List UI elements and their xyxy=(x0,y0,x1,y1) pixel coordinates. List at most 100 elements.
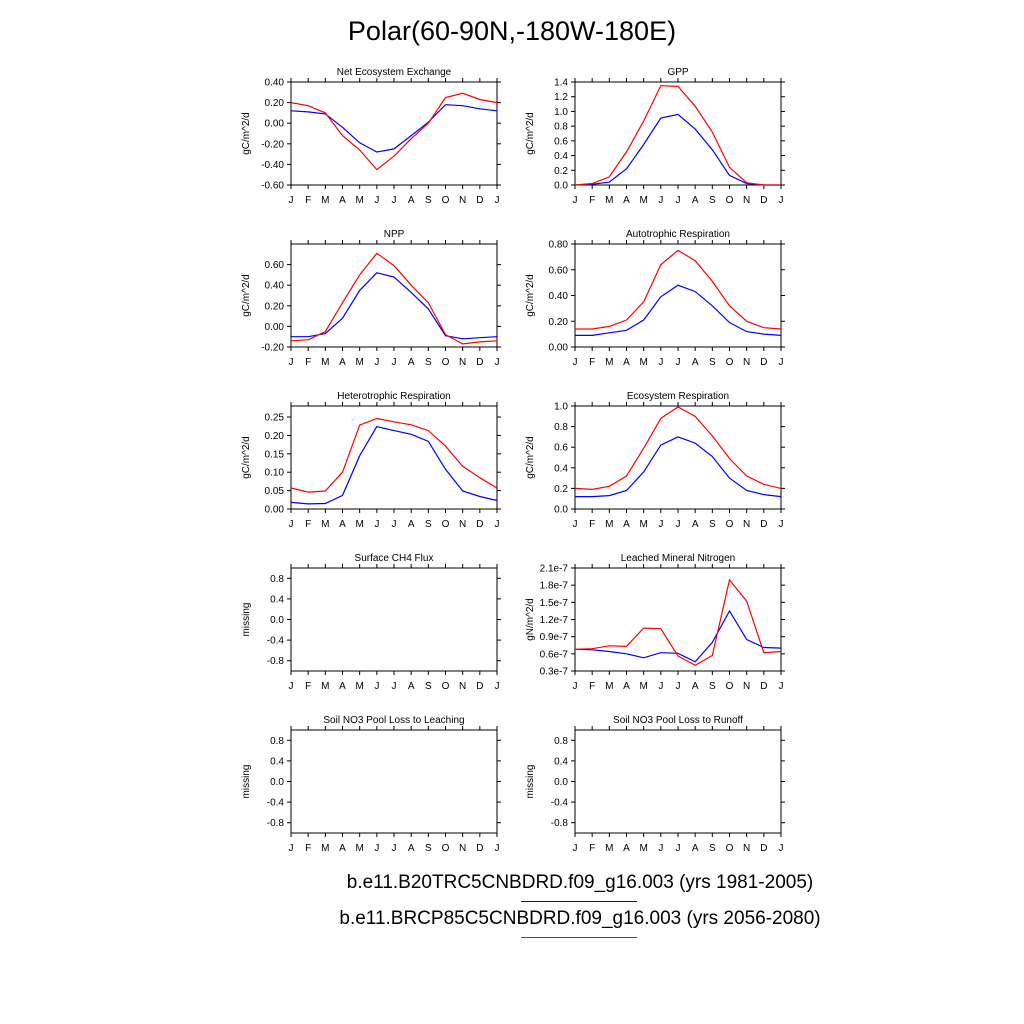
x-tick-label: J xyxy=(573,519,578,530)
plot-frame xyxy=(574,405,782,510)
x-tick-label: A xyxy=(408,357,415,368)
y-tick-label: -0.4 xyxy=(551,798,569,809)
x-tick-label: A xyxy=(692,681,699,692)
panel-title: Soil NO3 Pool Loss to Leaching xyxy=(323,715,464,726)
series-line-2 xyxy=(290,252,498,345)
y-tick-label: 0.2 xyxy=(554,484,568,495)
x-tick-label: D xyxy=(476,357,483,368)
y-tick-label: -0.8 xyxy=(267,818,285,829)
y-tick-label: 0.25 xyxy=(265,413,285,424)
x-tick-label: M xyxy=(639,681,647,692)
x-tick-label: S xyxy=(709,843,716,854)
x-tick-label: A xyxy=(339,843,346,854)
x-tick-label: J xyxy=(289,843,294,854)
y-tick-label: 0.8 xyxy=(554,736,568,747)
y-tick-label: 0.2 xyxy=(554,166,568,177)
x-tick-label: J xyxy=(779,195,784,206)
x-tick-label: J xyxy=(374,843,379,854)
y-tick-label: 0.0 xyxy=(270,615,284,626)
y-tick-label: 0.4 xyxy=(270,594,284,605)
x-tick-label: A xyxy=(408,681,415,692)
x-tick-label: J xyxy=(573,843,578,854)
x-tick-label: M xyxy=(321,681,329,692)
x-tick-label: A xyxy=(623,681,630,692)
y-tick-label: 0.20 xyxy=(265,98,285,109)
x-tick-label: A xyxy=(623,519,630,530)
x-tick-label: O xyxy=(442,519,450,530)
x-tick-label: S xyxy=(425,357,432,368)
chart-panel-8: Leached Mineral Nitrogen 0.3e-7 0.6e-7 0.9e… xyxy=(525,553,785,692)
x-tick-label: J xyxy=(676,519,681,530)
y-tick-label: 0.8 xyxy=(270,574,284,585)
x-tick-label: F xyxy=(305,519,311,530)
y-tick-label: 0.0 xyxy=(270,777,284,788)
panel-title: Leached Mineral Nitrogen xyxy=(621,553,736,564)
y-tick-label: -0.8 xyxy=(267,656,285,667)
x-tick-label: S xyxy=(709,195,716,206)
x-tick-label: N xyxy=(459,681,466,692)
x-tick-label: M xyxy=(605,681,613,692)
chart-panel-3: NPP-0.200.000.200.400.60J F M A M J J A S O N D JgC/… xyxy=(241,229,501,368)
series-line-1 xyxy=(575,436,782,498)
series-line-2 xyxy=(290,92,498,171)
x-tick-label: A xyxy=(339,357,346,368)
x-tick-label: D xyxy=(760,195,767,206)
y-tick-label: 0.8 xyxy=(270,736,284,747)
x-tick-label: O xyxy=(442,681,450,692)
x-tick-label: J xyxy=(779,843,784,854)
figure-title: Polar(60-90N,-180W-180E) xyxy=(347,16,677,46)
x-tick-label: J xyxy=(573,195,578,206)
x-tick-label: J xyxy=(392,681,397,692)
x-tick-label: O xyxy=(726,195,734,206)
y-tick-label: 0.8 xyxy=(554,122,568,133)
x-tick-label: S xyxy=(709,519,716,530)
x-tick-label: O xyxy=(442,843,450,854)
x-tick-label: M xyxy=(321,195,329,206)
y-tick-label: 0.9e-7 xyxy=(540,632,569,643)
y-axis-label: gC/m^2/d xyxy=(525,112,536,155)
y-tick-label: 0.20 xyxy=(265,431,285,442)
chart-panel-4: Autotrophic Respiration 0.00 0.20 0.40 0.60 0… xyxy=(525,229,785,368)
chart-panel-10: Soil NO3 Pool Loss to Runoff -0.8 -0.4 0.0 0… xyxy=(525,715,785,854)
y-tick-label: 0.0 xyxy=(554,181,568,192)
x-tick-label: D xyxy=(476,843,483,854)
chart-panel-6: Ecosystem Respiration 0.0 0.2 0.4 0.6 0.8 1.0 J… xyxy=(525,391,785,530)
chart-panel-5: Heterotrophic Respiration 0.00 0.05 0.10 0.1… xyxy=(241,391,501,530)
series-line-2 xyxy=(575,249,782,330)
x-tick-label: J xyxy=(374,195,379,206)
x-tick-label: J xyxy=(392,519,397,530)
x-tick-label: M xyxy=(355,357,363,368)
y-tick-label: 0.05 xyxy=(265,486,285,497)
y-axis-label: missing xyxy=(241,603,252,637)
series-line-1 xyxy=(574,609,782,663)
x-tick-label: D xyxy=(476,519,483,530)
x-tick-label: M xyxy=(355,843,363,854)
x-tick-label: M xyxy=(355,519,363,530)
legend-label-series-1: b.e11.B20TRC5CNBDRD.f09_g16.003 (yrs 198… xyxy=(346,872,814,893)
x-tick-label: M xyxy=(639,519,647,530)
x-tick-label: A xyxy=(692,519,699,530)
x-tick-label: M xyxy=(605,195,613,206)
panel-title: NPP xyxy=(384,229,405,240)
legend-swatch-series-1 xyxy=(521,901,637,902)
x-tick-label: J xyxy=(676,681,681,692)
plot-frame xyxy=(574,729,782,834)
y-tick-label: 1.0 xyxy=(554,107,568,118)
x-tick-label: J xyxy=(392,195,397,206)
x-tick-label: O xyxy=(726,681,734,692)
x-tick-label: J xyxy=(676,357,681,368)
x-tick-label: M xyxy=(605,843,613,854)
x-tick-label: D xyxy=(760,681,767,692)
x-tick-label: J xyxy=(374,681,379,692)
x-tick-label: J xyxy=(573,681,578,692)
y-tick-label: 1.0 xyxy=(554,402,568,413)
x-tick-label: S xyxy=(425,519,432,530)
y-tick-label: 0.00 xyxy=(265,322,285,333)
plot-frame xyxy=(290,729,498,834)
x-tick-label: F xyxy=(589,519,595,530)
y-tick-label: 0.4 xyxy=(554,463,568,474)
x-tick-label: A xyxy=(339,519,346,530)
x-tick-label: A xyxy=(623,195,630,206)
y-axis-label: gC/m^2/d xyxy=(525,274,536,317)
x-tick-label: O xyxy=(442,195,450,206)
